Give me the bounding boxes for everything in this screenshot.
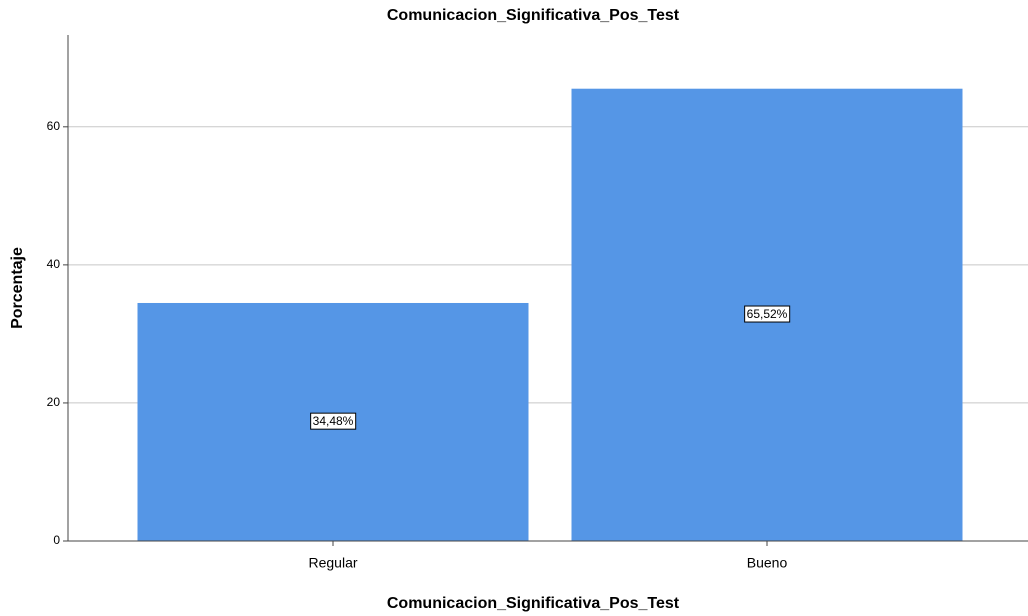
x-axis-label: Comunicacion_Significativa_Pos_Test xyxy=(387,595,680,612)
x-tick-label: Regular xyxy=(308,555,357,571)
chart-title: Comunicacion_Significativa_Pos_Test xyxy=(387,7,680,24)
y-tick-label: 20 xyxy=(47,395,61,409)
y-tick-label: 60 xyxy=(47,119,61,133)
x-tick-label: Bueno xyxy=(747,555,788,571)
y-tick-label: 40 xyxy=(47,257,61,271)
y-axis-label: Porcentaje xyxy=(9,247,26,329)
y-tick-label: 0 xyxy=(53,533,60,547)
value-label-box xyxy=(310,412,357,430)
value-label: 34,48% xyxy=(313,414,354,428)
value-label: 65,52% xyxy=(747,307,788,321)
value-label-box xyxy=(744,305,791,323)
